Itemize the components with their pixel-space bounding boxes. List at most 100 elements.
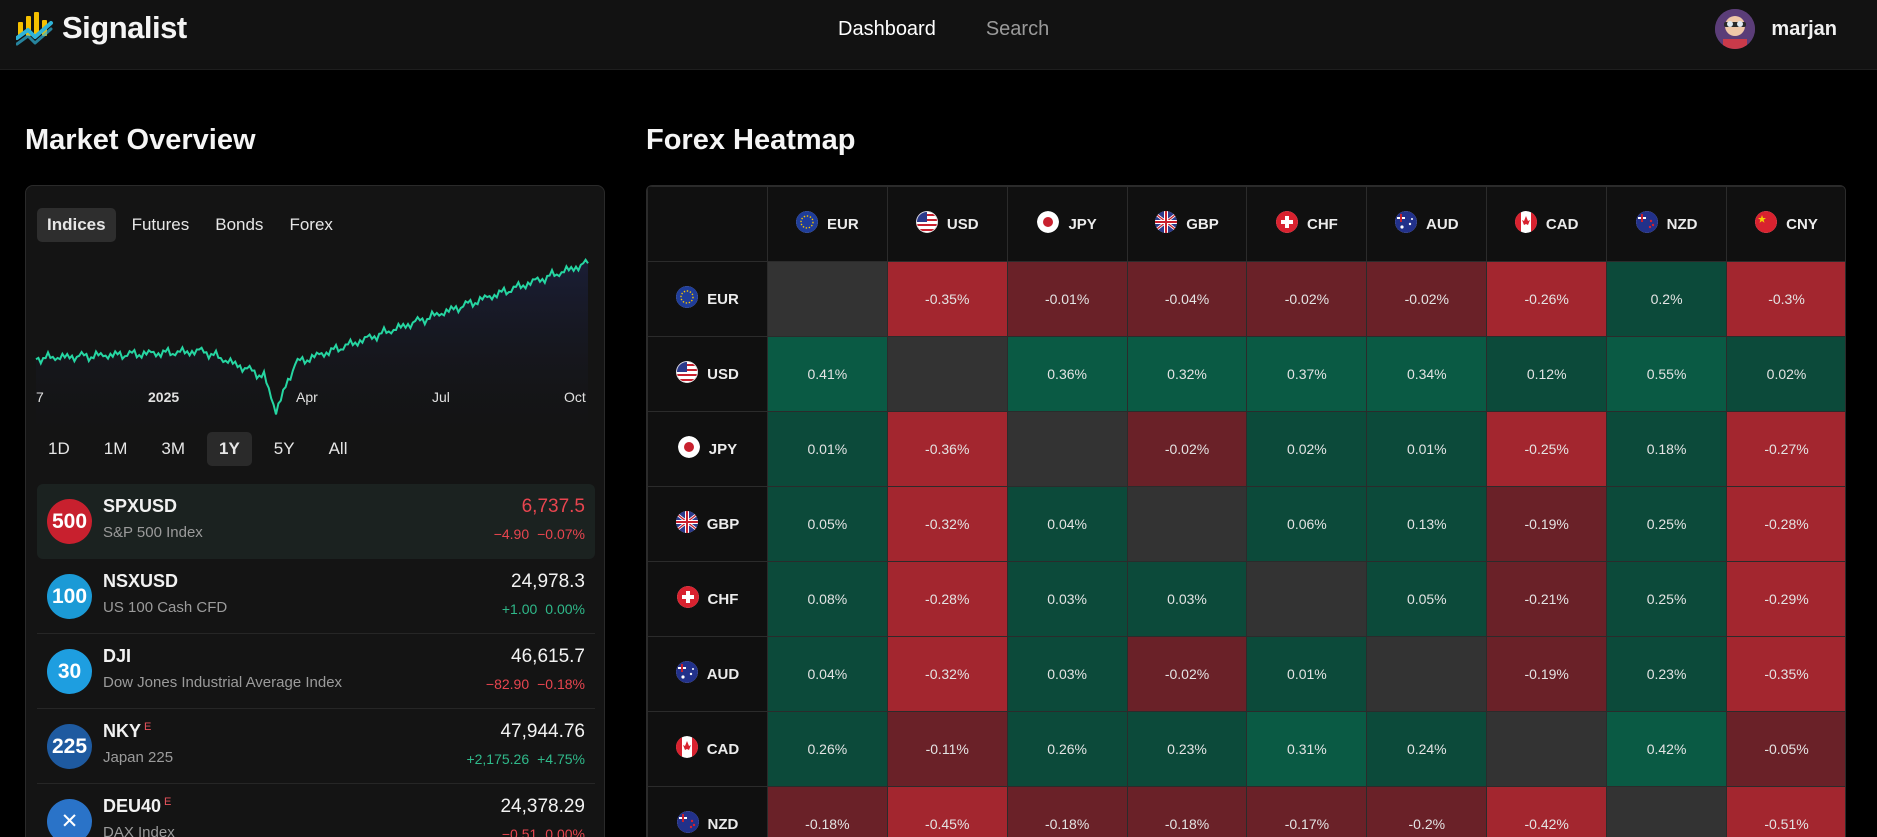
heatmap-cell[interactable]: -0.28%: [886, 561, 1008, 637]
list-item[interactable]: 500 SPXUSD S&P 500 Index 6,737.5 −4.90 −0.07%: [37, 484, 595, 559]
heatmap-cell[interactable]: [886, 336, 1008, 412]
heatmap-cell[interactable]: 0.03%: [1006, 636, 1128, 712]
heatmap-cell[interactable]: 0.25%: [1606, 561, 1728, 637]
heatmap-cell[interactable]: 0.42%: [1606, 711, 1728, 787]
heatmap-cell[interactable]: -0.19%: [1486, 486, 1608, 562]
heatmap-cell[interactable]: 0.34%: [1366, 336, 1488, 412]
heatmap-cell[interactable]: 0.05%: [766, 486, 888, 562]
heatmap-cell[interactable]: 0.31%: [1246, 711, 1368, 787]
user-menu[interactable]: marjan: [1715, 9, 1837, 49]
heatmap-cell[interactable]: -0.35%: [1726, 636, 1845, 712]
list-item[interactable]: ✕ DEU40 E DAX Index 24,378.29 −0.51 0.00%: [37, 784, 595, 837]
heatmap-cell[interactable]: 0.01%: [1246, 636, 1368, 712]
index-name: US 100 Cash CFD: [103, 599, 228, 616]
range-1y[interactable]: 1Y: [206, 432, 252, 466]
heatmap-cell[interactable]: [1366, 636, 1488, 712]
heatmap-cell[interactable]: 0.41%: [766, 336, 888, 412]
heatmap-cell[interactable]: 0.37%: [1246, 336, 1368, 412]
heatmap-cell[interactable]: 0.05%: [1366, 561, 1488, 637]
heatmap-cell[interactable]: 0.04%: [1006, 486, 1128, 562]
range-1d[interactable]: 1D: [48, 439, 70, 458]
avatar[interactable]: [1715, 9, 1756, 49]
tab-futures[interactable]: Futures: [131, 215, 190, 234]
heatmap-cell[interactable]: [1246, 561, 1368, 637]
heatmap-cell[interactable]: 0.26%: [1006, 711, 1128, 787]
heatmap-cell[interactable]: [1126, 486, 1248, 562]
heatmap-cell[interactable]: -0.02%: [1366, 261, 1488, 337]
heatmap-cell[interactable]: 0.26%: [766, 711, 888, 787]
heatmap-cell[interactable]: 0.18%: [1606, 411, 1728, 487]
heatmap-cell[interactable]: -0.25%: [1486, 411, 1608, 487]
heatmap-cell[interactable]: 0.25%: [1606, 486, 1728, 562]
heatmap-cell[interactable]: 0.32%: [1126, 336, 1248, 412]
heatmap-cell[interactable]: -0.32%: [886, 636, 1008, 712]
chart-axis-label: Apr: [296, 389, 318, 405]
brand-name: Signalist: [62, 10, 187, 45]
heatmap-cell[interactable]: 0.55%: [1606, 336, 1728, 412]
chart-axis-label: Oct: [564, 389, 586, 405]
heatmap-cell[interactable]: [1006, 411, 1128, 487]
heatmap-cell[interactable]: -0.45%: [886, 786, 1008, 837]
list-item[interactable]: 100 NSXUSD US 100 Cash CFD 24,978.3 +1.00 0.0…: [37, 559, 595, 634]
range-3m[interactable]: 3M: [161, 439, 185, 458]
heatmap-cell[interactable]: 0.03%: [1006, 561, 1128, 637]
heatmap-cell[interactable]: 0.01%: [1366, 411, 1488, 487]
heatmap-cell[interactable]: -0.3%: [1726, 261, 1845, 337]
nav-dashboard[interactable]: Dashboard: [838, 18, 936, 40]
heatmap-cell[interactable]: -0.18%: [1126, 786, 1248, 837]
heatmap-cell[interactable]: -0.19%: [1486, 636, 1608, 712]
heatmap-cell[interactable]: -0.17%: [1246, 786, 1368, 837]
heatmap-cell[interactable]: -0.2%: [1366, 786, 1488, 837]
heatmap-cell[interactable]: -0.18%: [766, 786, 888, 837]
heatmap-cell[interactable]: 0.08%: [766, 561, 888, 637]
heatmap-cell[interactable]: 0.24%: [1366, 711, 1488, 787]
heatmap-cell[interactable]: -0.51%: [1726, 786, 1845, 837]
heatmap-cell[interactable]: -0.04%: [1126, 261, 1248, 337]
tab-indices[interactable]: Indices: [37, 208, 116, 242]
heatmap-cell[interactable]: -0.32%: [886, 486, 1008, 562]
heatmap-cell[interactable]: -0.42%: [1486, 786, 1608, 837]
heatmap-cell[interactable]: 0.02%: [1246, 411, 1368, 487]
nav-search[interactable]: Search: [985, 18, 1050, 40]
heatmap-cell[interactable]: [766, 261, 888, 337]
heatmap-cell[interactable]: -0.01%: [1006, 261, 1128, 337]
heatmap-cell[interactable]: -0.28%: [1726, 486, 1845, 562]
heatmap-cell[interactable]: 0.2%: [1606, 261, 1728, 337]
heatmap-cell[interactable]: -0.29%: [1726, 561, 1845, 637]
heatmap-cell[interactable]: 0.23%: [1606, 636, 1728, 712]
heatmap-cell[interactable]: 0.02%: [1726, 336, 1845, 412]
tab-bonds[interactable]: Bonds: [215, 215, 264, 234]
heatmap-cell[interactable]: 0.12%: [1486, 336, 1608, 412]
heatmap-cell[interactable]: -0.02%: [1246, 261, 1368, 337]
heatmap-cell[interactable]: 0.36%: [1006, 336, 1128, 412]
heatmap-cell[interactable]: -0.21%: [1486, 561, 1608, 637]
list-item[interactable]: 30 DJI Dow Jones Industrial Average Index 4…: [37, 634, 595, 709]
heatmap-cell[interactable]: -0.36%: [886, 411, 1008, 487]
heatmap-cell[interactable]: 0.23%: [1126, 711, 1248, 787]
heatmap-cell[interactable]: 0.13%: [1366, 486, 1488, 562]
tab-forex[interactable]: Forex: [289, 215, 333, 234]
heatmap-cell[interactable]: 0.04%: [766, 636, 888, 712]
range-1m[interactable]: 1M: [103, 439, 128, 458]
heatmap-cell[interactable]: -0.35%: [886, 261, 1008, 337]
change-abs: −4.90: [493, 526, 530, 542]
heatmap-cell[interactable]: 0.01%: [766, 411, 888, 487]
heatmap-cell[interactable]: -0.27%: [1726, 411, 1845, 487]
heatmap-cell[interactable]: 0.06%: [1246, 486, 1368, 562]
heatmap-cell[interactable]: -0.05%: [1726, 711, 1845, 787]
price: 46,615.7: [511, 646, 585, 667]
heatmap-cell[interactable]: -0.02%: [1126, 411, 1248, 487]
heatmap-cell[interactable]: 0.03%: [1126, 561, 1248, 637]
brand[interactable]: Signalist: [16, 8, 187, 48]
range-5y[interactable]: 5Y: [273, 439, 295, 458]
row-nzd: NZD: [647, 786, 768, 837]
heatmap-cell[interactable]: -0.02%: [1126, 636, 1248, 712]
heatmap-cell[interactable]: [1486, 711, 1608, 787]
heatmap-cell[interactable]: -0.26%: [1486, 261, 1608, 337]
list-item[interactable]: 225 NKY E Japan 225 47,944.76 +2,175.26 +4.75%: [37, 709, 595, 784]
price: 47,944.76: [500, 721, 585, 742]
heatmap-cell[interactable]: [1606, 786, 1728, 837]
range-all[interactable]: All: [328, 439, 348, 458]
heatmap-cell[interactable]: -0.11%: [886, 711, 1008, 787]
heatmap-cell[interactable]: -0.18%: [1006, 786, 1128, 837]
